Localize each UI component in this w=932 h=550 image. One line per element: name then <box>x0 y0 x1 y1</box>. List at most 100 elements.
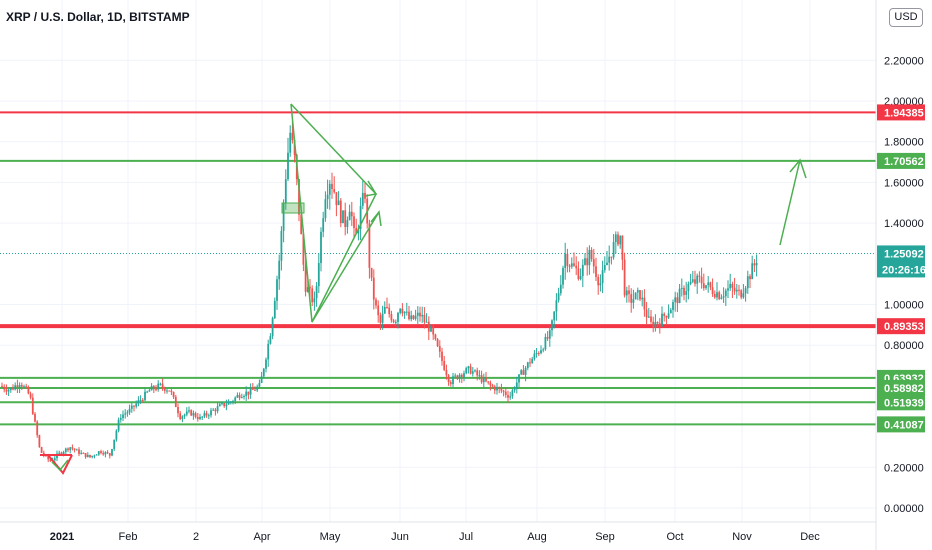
chart-title: XRP / U.S. Dollar, 1D, BITSTAMP <box>6 10 190 24</box>
candle-body <box>568 265 571 267</box>
candle-body <box>201 416 204 418</box>
candle-body <box>496 387 498 391</box>
candle-body <box>720 297 723 299</box>
y-tick-label: 0.20000 <box>884 462 924 474</box>
candle-body <box>152 386 155 390</box>
candle-body <box>102 453 105 455</box>
candle-body <box>3 386 6 390</box>
candle-body <box>273 300 276 319</box>
candle-body <box>680 287 683 289</box>
candle-body <box>335 192 338 206</box>
candle-body <box>5 389 8 392</box>
y-tick-label: 1.80000 <box>884 137 924 149</box>
candle-body <box>628 290 630 295</box>
candle-body <box>724 290 727 297</box>
level-badge <box>877 104 925 121</box>
candle-body <box>159 383 162 385</box>
candle-body <box>377 305 380 316</box>
candle-body <box>586 258 589 266</box>
candle-body <box>652 321 655 328</box>
x-tick-label: Feb <box>119 531 138 543</box>
level-badge-label: 1.70562 <box>884 156 924 168</box>
candle-body <box>665 316 668 318</box>
candle-body <box>144 391 146 401</box>
candle-body <box>647 316 650 318</box>
candle-body <box>227 402 230 405</box>
candle-body <box>265 359 267 369</box>
candle-body <box>687 284 690 292</box>
candle-body <box>150 386 153 391</box>
candle-body <box>128 408 131 413</box>
candle-body <box>348 211 351 221</box>
candle-body <box>641 297 644 300</box>
x-tick-label: Apr <box>253 531 270 543</box>
candle-body <box>522 370 525 375</box>
candle-body <box>485 377 487 382</box>
candle-body <box>751 263 754 280</box>
candle-body <box>199 416 201 419</box>
grid <box>0 0 876 522</box>
candle-body <box>524 367 527 375</box>
candle-body <box>555 300 558 312</box>
candle-body <box>643 297 646 310</box>
candle-body <box>749 276 751 280</box>
candle-body <box>7 390 10 392</box>
candle-body <box>619 235 622 245</box>
candle-body <box>694 279 696 284</box>
candle-body <box>93 455 96 457</box>
candle-body <box>276 279 278 301</box>
candle-body <box>1 385 3 387</box>
candle-body <box>535 353 538 355</box>
candle-body <box>575 265 578 269</box>
time-axis[interactable]: 2021 Feb 2 Apr May Jun Jul Aug Sep Oct Nov Dec <box>50 531 821 543</box>
candle-body <box>212 409 215 411</box>
candle-body <box>683 287 685 295</box>
candle-body <box>410 315 413 320</box>
candle-body <box>454 375 457 377</box>
candle-body <box>170 390 173 393</box>
candle-body <box>234 397 237 401</box>
candle-body <box>207 415 210 417</box>
candle-body <box>388 307 391 315</box>
candle-body <box>658 323 661 327</box>
level-badge <box>877 152 925 169</box>
candle-body <box>577 268 580 280</box>
candle-body <box>478 375 481 377</box>
breakout-line <box>311 211 380 323</box>
candle-body <box>247 391 250 395</box>
candle-body <box>685 291 688 295</box>
candle-body <box>214 409 217 412</box>
candle-body <box>289 132 292 153</box>
candle-body <box>612 242 615 258</box>
candle-body <box>20 385 23 387</box>
level-badge-label: 1.94385 <box>884 107 924 119</box>
candle-body <box>696 275 699 284</box>
candle-body <box>111 449 113 456</box>
candle-body <box>225 404 228 407</box>
candle-body <box>82 452 85 454</box>
candle-body <box>282 202 285 231</box>
candle-body <box>166 390 168 392</box>
candle-body <box>746 276 749 289</box>
candle-body <box>240 397 243 399</box>
candle-body <box>432 326 435 335</box>
price-axis[interactable]: 2.200002.000001.800001.600001.400001.000… <box>884 55 924 515</box>
candle-body <box>71 447 74 449</box>
candle-body <box>634 292 637 300</box>
candle-body <box>691 279 694 282</box>
candle-body <box>86 454 89 458</box>
candle-body <box>40 447 43 453</box>
candle-body <box>546 336 549 339</box>
candle-body <box>744 288 747 294</box>
accumulation-box <box>281 202 305 214</box>
candle-body <box>617 234 619 245</box>
candle-body <box>60 452 63 455</box>
candle-body <box>75 449 78 451</box>
candle-body <box>254 389 256 391</box>
candle-body <box>573 263 575 266</box>
candle-body <box>251 388 254 390</box>
currency-button[interactable]: USD <box>889 8 923 27</box>
y-tick-label: 0.00000 <box>884 503 924 515</box>
candle-body <box>69 447 72 451</box>
